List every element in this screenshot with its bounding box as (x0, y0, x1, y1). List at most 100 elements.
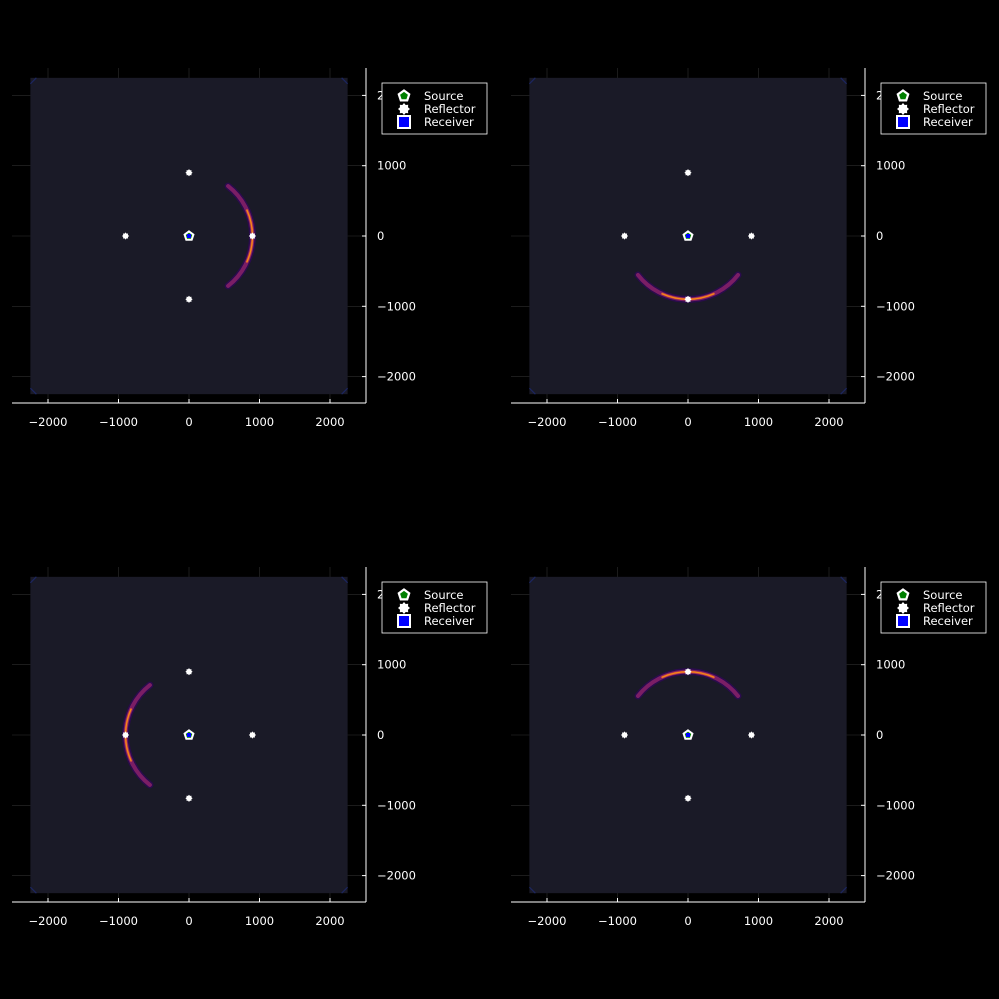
x-tick-label: −1000 (598, 914, 637, 928)
y-tick-label: 1000 (876, 159, 905, 173)
x-tick-label: 1000 (744, 914, 773, 928)
legend-label-receiver: Receiver (923, 614, 973, 628)
legend-label-reflector: Reflector (424, 102, 476, 116)
x-tick-label: 2000 (315, 415, 344, 429)
x-tick-label: −1000 (99, 415, 138, 429)
legend-label-receiver: Receiver (923, 115, 973, 129)
corner-artifact (29, 886, 37, 894)
x-tick-label: 0 (185, 914, 192, 928)
x-tick-label: −2000 (528, 914, 567, 928)
corner-artifact (29, 387, 37, 395)
legend-label-reflector: Reflector (923, 102, 975, 116)
legend-label-source: Source (923, 588, 963, 602)
y-tick-label: −2000 (876, 869, 915, 883)
reflector-marker (684, 295, 692, 303)
x-tick-label: −2000 (29, 415, 68, 429)
y-tick-label: −1000 (377, 798, 416, 812)
reflector-marker (122, 731, 130, 739)
y-tick-label: −2000 (377, 370, 416, 384)
y-tick-label: −2000 (876, 370, 915, 384)
corner-artifact (840, 77, 848, 85)
panel-top-right: −2000−1000010002000−2000−1000010002000So… (511, 68, 987, 429)
x-tick-label: −2000 (29, 914, 68, 928)
y-tick-label: 1000 (377, 658, 406, 672)
reflector-marker (248, 232, 257, 240)
corner-artifact (29, 77, 37, 85)
legend-receiver-swatch (397, 614, 411, 628)
panel-top-left: −2000−1000010002000−2000−1000010002000So… (12, 68, 488, 429)
legend-label-reflector: Reflector (424, 601, 476, 615)
corner-artifact (528, 77, 536, 85)
corner-artifact (341, 576, 349, 584)
x-tick-label: −2000 (528, 415, 567, 429)
legend-label-receiver: Receiver (424, 614, 474, 628)
panel-bottom-left: −2000−1000010002000−2000−1000010002000So… (12, 567, 488, 928)
corner-artifact (528, 576, 536, 584)
legend-receiver-swatch (896, 115, 910, 129)
legend-receiver-swatch (397, 115, 411, 129)
x-tick-label: 2000 (814, 914, 843, 928)
corner-artifact (840, 387, 848, 395)
corner-artifact (840, 576, 848, 584)
legend-label-receiver: Receiver (424, 115, 474, 129)
legend-reflector-swatch (398, 103, 410, 115)
legend-source-swatch (397, 588, 411, 601)
y-tick-label: −1000 (876, 299, 915, 313)
legend-reflector-swatch (897, 602, 909, 614)
x-tick-label: −1000 (598, 415, 637, 429)
corner-artifact (840, 886, 848, 894)
legend-source-swatch (896, 89, 910, 102)
x-tick-label: 1000 (744, 415, 773, 429)
reflector-marker (185, 295, 193, 303)
receiver-marker (187, 733, 191, 737)
reflector-marker (620, 232, 629, 240)
y-tick-label: 0 (876, 728, 883, 742)
reflector-marker (248, 731, 257, 739)
receiver-marker (187, 234, 191, 238)
corner-artifact (341, 387, 349, 395)
reflector-marker (185, 169, 193, 177)
x-tick-label: 0 (185, 415, 192, 429)
reflector-marker (684, 794, 692, 802)
y-tick-label: −2000 (377, 869, 416, 883)
receiver-marker (686, 733, 690, 737)
y-tick-label: 1000 (377, 159, 406, 173)
x-tick-label: 1000 (245, 415, 274, 429)
reflector-marker (185, 668, 193, 676)
corner-artifact (341, 886, 349, 894)
x-tick-label: −1000 (99, 914, 138, 928)
x-tick-label: 0 (684, 415, 691, 429)
legend-label-source: Source (424, 588, 464, 602)
legend-label-source: Source (923, 89, 963, 103)
legend-reflector-swatch (398, 602, 410, 614)
corner-artifact (528, 387, 536, 395)
y-tick-label: 1000 (876, 658, 905, 672)
legend-source-swatch (397, 89, 411, 102)
y-tick-label: −1000 (377, 299, 416, 313)
legend-source-swatch (896, 588, 910, 601)
reflector-marker (185, 794, 193, 802)
reflector-marker (684, 668, 692, 676)
receiver-marker (686, 234, 690, 238)
corner-artifact (341, 77, 349, 85)
reflector-marker (620, 731, 629, 739)
y-tick-label: 0 (377, 728, 384, 742)
reflector-marker (122, 232, 130, 240)
reflector-marker (684, 169, 692, 177)
x-tick-label: 0 (684, 914, 691, 928)
panel-bottom-right: −2000−1000010002000−2000−1000010002000So… (511, 567, 987, 928)
y-tick-label: 0 (377, 229, 384, 243)
x-tick-label: 2000 (814, 415, 843, 429)
x-tick-label: 2000 (315, 914, 344, 928)
x-tick-label: 1000 (245, 914, 274, 928)
y-tick-label: 0 (876, 229, 883, 243)
corner-artifact (29, 576, 37, 584)
legend-label-source: Source (424, 89, 464, 103)
corner-artifact (528, 886, 536, 894)
legend-reflector-swatch (897, 103, 909, 115)
